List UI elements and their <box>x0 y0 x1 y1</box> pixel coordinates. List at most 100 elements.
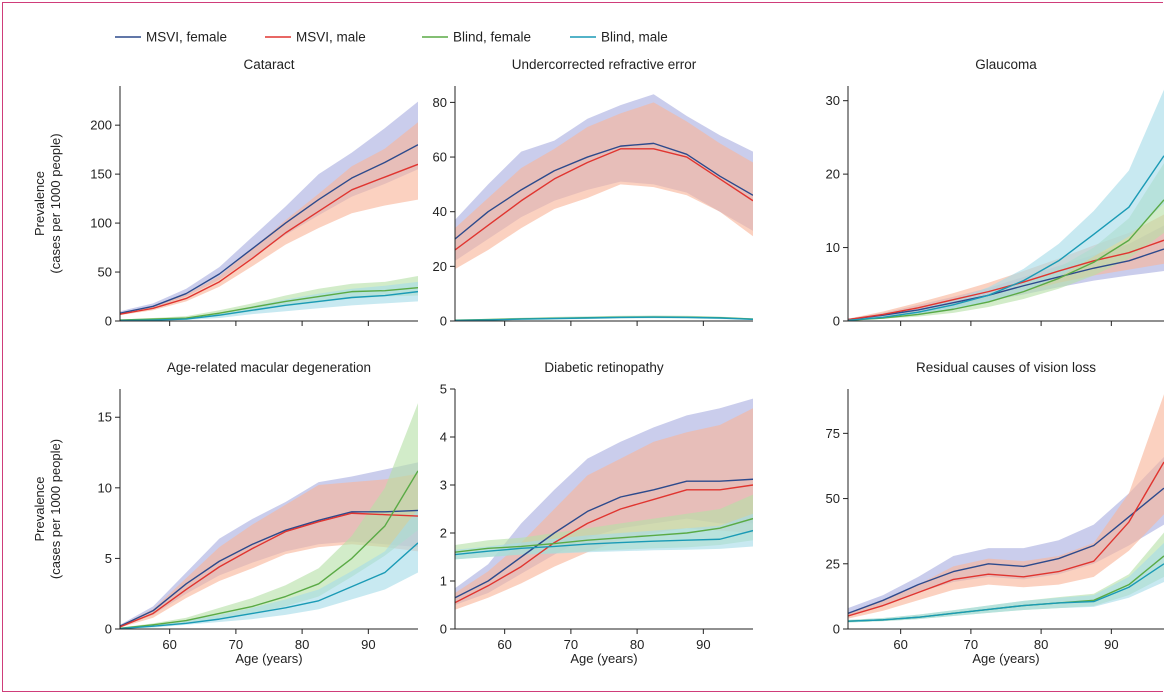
y-tick-label: 200 <box>90 118 112 133</box>
series-line-msvi-female <box>120 144 418 314</box>
series-line-msvi-male <box>848 461 1164 617</box>
legend-item-msvi-male: MSVI, male <box>265 30 366 45</box>
y-tick-label: 0 <box>833 622 840 637</box>
y-axis-label-line1: Prevalence <box>32 171 47 236</box>
legend-item-blind-male: Blind, male <box>570 30 668 45</box>
y-tick: 60 <box>433 150 455 165</box>
band-blind-female <box>120 275 418 321</box>
y-tick-label: 75 <box>826 426 840 441</box>
legend: MSVI, female MSVI, male Blind, female Blind… <box>115 30 668 45</box>
y-tick-label: 1 <box>440 574 447 589</box>
panel-title: Residual causes of vision loss <box>916 360 1096 375</box>
x-axis-label: Age (years) <box>972 651 1039 666</box>
y-tick-label: 25 <box>826 556 840 571</box>
y-tick: 75 <box>826 426 848 441</box>
band-blind-male <box>120 281 418 321</box>
y-tick-label: 60 <box>433 150 447 165</box>
x-tick-label: 80 <box>1034 637 1048 652</box>
y-tick-label: 15 <box>98 410 112 425</box>
panel-undercorrected-refractive-error: Undercorrected refractive error 0 20 40 60 80 <box>433 57 753 329</box>
x-tick-label: 60 <box>497 637 511 652</box>
y-tick-label: 0 <box>440 622 447 637</box>
y-tick: 0 <box>440 622 455 637</box>
y-tick: 50 <box>826 491 848 506</box>
y-tick-label: 150 <box>90 167 112 182</box>
y-tick: 40 <box>433 204 455 219</box>
y-axis-label-line2: (cases per 1000 people) <box>48 439 63 579</box>
y-tick-label: 5 <box>440 382 447 397</box>
panel-cataract: Cataract 0 50 100 150 200 Prevalence(cases per… <box>32 57 418 329</box>
panel-title: Cataract <box>243 57 294 72</box>
y-tick-label: 0 <box>440 314 447 329</box>
y-tick-label: 80 <box>433 95 447 110</box>
y-tick-label: 50 <box>826 491 840 506</box>
y-tick: 0 <box>105 314 120 329</box>
series-line-blind-female <box>120 287 418 321</box>
y-tick: 30 <box>826 93 848 108</box>
x-tick: 70 <box>564 629 578 652</box>
y-tick: 80 <box>433 95 455 110</box>
band-blind-male <box>848 89 1164 321</box>
y-axis-label: Prevalence(cases per 1000 people) <box>32 439 63 579</box>
y-tick: 1 <box>440 574 455 589</box>
y-tick-label: 50 <box>98 265 112 280</box>
panel-title: Age-related macular degeneration <box>167 360 371 375</box>
y-axis-label: Prevalence(cases per 1000 people) <box>32 133 63 273</box>
panel-title: Diabetic retinopathy <box>544 360 664 375</box>
series-line-msvi-male <box>455 148 753 251</box>
y-tick-label: 20 <box>433 259 447 274</box>
y-tick: 15 <box>98 410 120 425</box>
y-tick-label: 0 <box>105 622 112 637</box>
x-tick: 90 <box>1104 629 1119 652</box>
series-line-msvi-female <box>848 487 1164 615</box>
x-tick-label: 90 <box>696 637 710 652</box>
legend-item-msvi-female: MSVI, female <box>115 30 227 45</box>
series-line-blind-female <box>848 199 1164 321</box>
y-tick: 10 <box>826 240 848 255</box>
series-line-msvi-female <box>848 248 1164 321</box>
band-blind-male <box>120 509 418 629</box>
y-tick: 200 <box>90 118 120 133</box>
plot-area <box>848 394 1164 623</box>
x-tick: 80 <box>295 629 309 652</box>
y-tick-label: 2 <box>440 526 447 541</box>
x-tick-label: 90 <box>1104 637 1118 652</box>
x-tick-label: 70 <box>964 637 978 652</box>
series-line-msvi-female <box>120 509 418 627</box>
y-tick-label: 20 <box>826 167 840 182</box>
x-tick-label: 60 <box>893 637 907 652</box>
legend-label: MSVI, female <box>146 30 227 45</box>
y-tick-label: 40 <box>433 204 447 219</box>
band-msvi-male <box>848 394 1164 619</box>
series-line-msvi-male <box>848 239 1164 321</box>
panel-title: Glaucoma <box>975 57 1037 72</box>
series-line-blind-male <box>455 316 753 321</box>
x-axis-label: Age (years) <box>570 651 637 666</box>
x-tick-label: 70 <box>229 637 243 652</box>
band-msvi-male <box>455 408 753 610</box>
x-tick-label: 80 <box>630 637 644 652</box>
series-line-blind-male <box>120 542 418 629</box>
y-tick: 2 <box>440 526 455 541</box>
y-tick: 50 <box>98 265 120 280</box>
y-tick: 0 <box>440 314 455 329</box>
x-tick-label: 70 <box>564 637 578 652</box>
x-tick: 80 <box>1034 629 1048 652</box>
series-line-blind-male <box>455 529 753 556</box>
x-tick: 70 <box>964 629 978 652</box>
plot-area <box>848 89 1164 321</box>
legend-label: Blind, female <box>453 30 531 45</box>
y-tick-label: 100 <box>90 216 112 231</box>
x-tick: 80 <box>630 629 644 652</box>
series-line-msvi-male <box>120 163 418 315</box>
y-tick-label: 10 <box>98 480 112 495</box>
band-msvi-female <box>848 456 1164 616</box>
band-msvi-male <box>120 473 418 628</box>
y-tick: 150 <box>90 167 120 182</box>
x-tick: 90 <box>361 629 376 652</box>
plot-area <box>455 94 753 321</box>
y-tick-label: 3 <box>440 478 447 493</box>
plot-area <box>120 403 418 629</box>
